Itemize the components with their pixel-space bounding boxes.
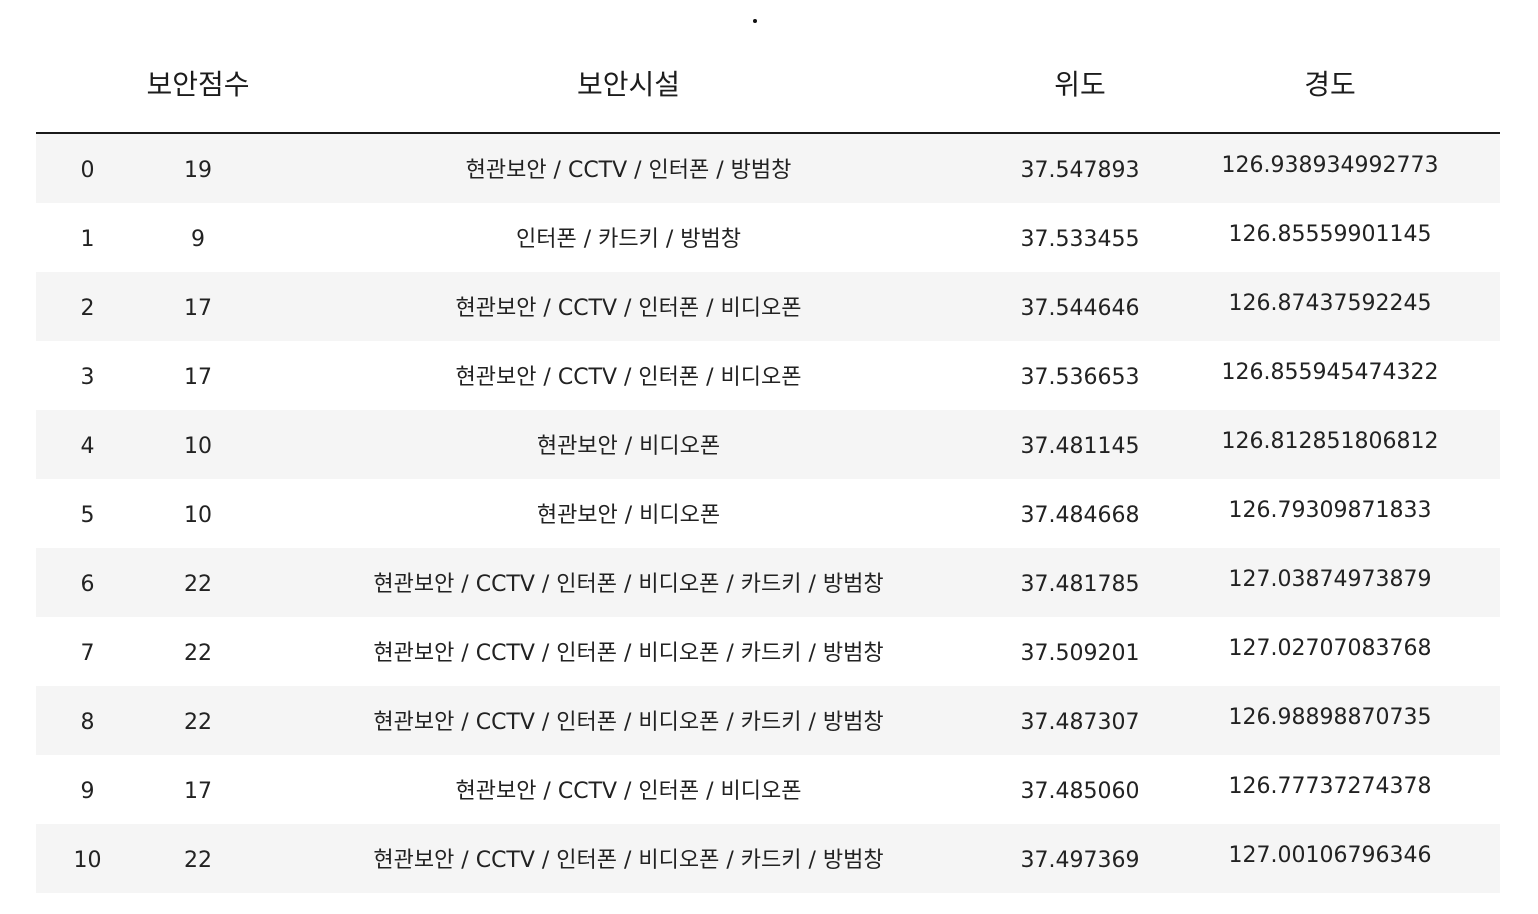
table-row: 1 9 인터폰 / 카드키 / 방범창 37.533455 126.8555990114…: [36, 203, 1500, 272]
security-score-cell: 10: [184, 503, 212, 528]
latitude-cell: 37.481785: [1020, 572, 1140, 597]
security-score-cell: 19: [184, 158, 212, 183]
table-row: 10 22 현관보안 / CCTV / 인터폰 / 비디오폰 / 카드키 / 방범창…: [36, 824, 1500, 893]
security-score-cell: 22: [184, 572, 212, 597]
security-facilities-cell: 현관보안 / CCTV / 인터폰 / 방범창: [465, 158, 792, 183]
latitude-cell: 37.481145: [1020, 434, 1140, 459]
table-row: 6 22 현관보안 / CCTV / 인터폰 / 비디오폰 / 카드키 / 방범창 3…: [36, 548, 1500, 617]
row-index: 7: [80, 641, 95, 666]
latitude-cell: 37.547893: [1020, 158, 1140, 183]
row-index: 2: [80, 296, 95, 321]
table-row: 0 19 현관보안 / CCTV / 인터폰 / 방범창 37.547893 126.9…: [36, 134, 1500, 203]
security-score-cell: 22: [184, 848, 212, 873]
table-row: 3 17 현관보안 / CCTV / 인터폰 / 비디오폰 37.536653 126.…: [36, 341, 1500, 410]
security-score-cell: 17: [184, 296, 212, 321]
table-row: 9 17 현관보안 / CCTV / 인터폰 / 비디오폰 37.485060 126.…: [36, 755, 1500, 824]
latitude-cell: 37.544646: [1020, 296, 1140, 321]
longitude-cell: 127.03874973879: [1228, 567, 1432, 592]
row-index: 8: [80, 710, 95, 735]
security-facilities-cell: 현관보안 / CCTV / 인터폰 / 비디오폰 / 카드키 / 방범창: [373, 710, 884, 735]
security-facilities-cell: 현관보안 / CCTV / 인터폰 / 비디오폰 / 카드키 / 방범창: [373, 641, 884, 666]
security-facilities-cell: 현관보안 / CCTV / 인터폰 / 비디오폰: [455, 779, 802, 804]
row-index: 4: [80, 434, 95, 459]
row-index: 10: [73, 848, 102, 873]
table-body: 0 19 현관보안 / CCTV / 인터폰 / 방범창 37.547893 126.9…: [36, 134, 1500, 893]
latitude-cell: 37.487307: [1020, 710, 1140, 735]
security-facilities-cell: 현관보안 / CCTV / 인터폰 / 비디오폰 / 카드키 / 방범창: [373, 848, 884, 873]
header-latitude: 위도: [1054, 68, 1106, 101]
security-facilities-cell: 현관보안 / CCTV / 인터폰 / 비디오폰: [455, 365, 802, 390]
security-score-cell: 9: [191, 227, 205, 252]
latitude-cell: 37.484668: [1020, 503, 1140, 528]
longitude-cell: 126.85559901145: [1228, 222, 1432, 247]
security-score-cell: 17: [184, 365, 212, 390]
security-facilities-cell: 현관보안 / CCTV / 인터폰 / 비디오폰 / 카드키 / 방범창: [373, 572, 884, 597]
row-index: 3: [80, 365, 95, 390]
table-row: 8 22 현관보안 / CCTV / 인터폰 / 비디오폰 / 카드키 / 방범창 3…: [36, 686, 1500, 755]
table-row: 2 17 현관보안 / CCTV / 인터폰 / 비디오폰 37.544646 126.…: [36, 272, 1500, 341]
header-longitude: 경도: [1304, 68, 1356, 101]
row-index: 0: [80, 158, 95, 183]
longitude-cell: 126.812851806812: [1221, 429, 1439, 454]
row-index: 6: [80, 572, 95, 597]
header-score: 보안점수: [146, 68, 250, 101]
longitude-cell: 126.855945474322: [1221, 360, 1439, 385]
security-facilities-cell: 현관보안 / CCTV / 인터폰 / 비디오폰: [455, 296, 802, 321]
security-score-cell: 17: [184, 779, 212, 804]
row-index: 1: [80, 227, 95, 252]
longitude-cell: 127.00106796346: [1228, 843, 1432, 868]
row-index: 5: [80, 503, 95, 528]
security-score-cell: 22: [184, 710, 212, 735]
longitude-cell: 126.87437592245: [1228, 291, 1432, 316]
security-score-cell: 10: [184, 434, 212, 459]
latitude-cell: 37.509201: [1020, 641, 1140, 666]
latitude-cell: 37.497369: [1020, 848, 1140, 873]
table-row: 5 10 현관보안 / 비디오폰 37.484668 126.79309871833: [36, 479, 1500, 548]
longitude-cell: 126.938934992773: [1221, 153, 1439, 178]
table-row: 7 22 현관보안 / CCTV / 인터폰 / 비디오폰 / 카드키 / 방범창 3…: [36, 617, 1500, 686]
longitude-cell: 127.02707083768: [1228, 636, 1432, 661]
table-row: 4 10 현관보안 / 비디오폰 37.481145 126.812851806812: [36, 410, 1500, 479]
header-facilities: 보안시설: [576, 68, 681, 101]
longitude-cell: 126.79309871833: [1228, 498, 1432, 523]
security-score-cell: 22: [184, 641, 212, 666]
security-facilities-cell: 현관보안 / 비디오폰: [536, 503, 721, 528]
longitude-cell: 126.98898870735: [1228, 705, 1432, 730]
top-dot-mark: [753, 19, 757, 23]
latitude-cell: 37.485060: [1020, 779, 1140, 804]
latitude-cell: 37.533455: [1020, 227, 1140, 252]
latitude-cell: 37.536653: [1020, 365, 1140, 390]
longitude-cell: 126.77737274378: [1228, 774, 1432, 799]
data-table: 보안점수 보안시설 위도 경도 0 19 현관보안 / CCTV / 인터폰 / 방…: [36, 48, 1500, 893]
security-facilities-cell: 인터폰 / 카드키 / 방범창: [516, 227, 741, 252]
table-header: 보안점수 보안시설 위도 경도: [36, 48, 1500, 134]
row-index: 9: [80, 779, 95, 804]
security-facilities-cell: 현관보안 / 비디오폰: [536, 434, 721, 459]
